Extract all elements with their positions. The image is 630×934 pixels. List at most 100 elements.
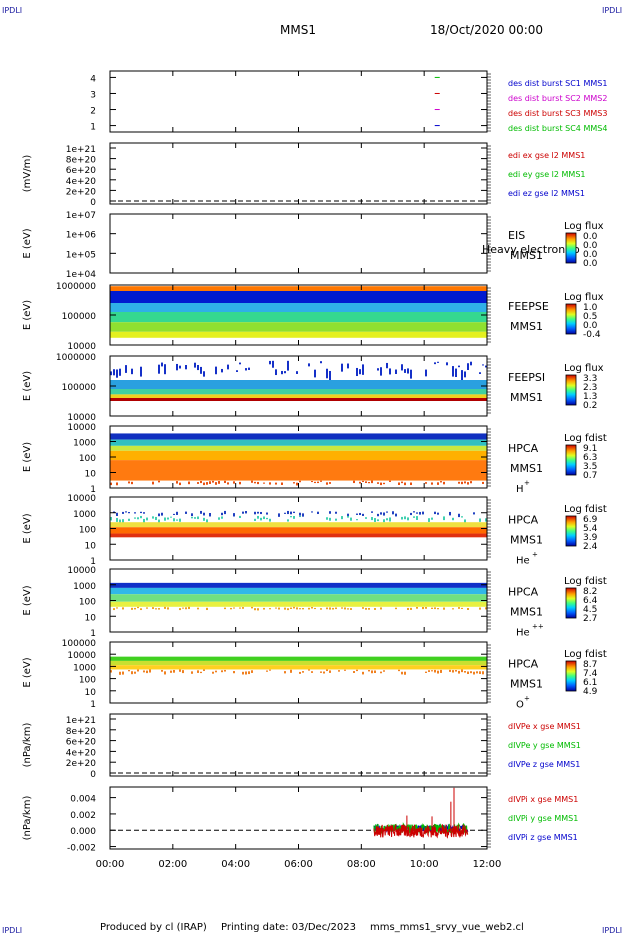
spectrogram-mark: [380, 671, 382, 674]
spectrogram-mark: [161, 362, 163, 367]
spectrogram-mark: [284, 371, 286, 374]
spectrogram-mark: [374, 670, 376, 673]
spectrogram-mark: [206, 519, 208, 523]
spectrogram-band: [110, 394, 487, 398]
spectrogram-mark: [395, 513, 397, 517]
spectrogram-mark: [359, 481, 361, 484]
spectrogram-mark: [248, 671, 250, 675]
y-tick-label: 1e+05: [66, 250, 96, 260]
spectrogram-mark: [434, 362, 436, 365]
spectrogram-mark: [467, 671, 469, 675]
y-tick-label: 10000: [67, 494, 96, 504]
x-tick-label: 00:00: [96, 859, 125, 870]
spectrogram-mark: [467, 482, 469, 485]
panel-hpca_hepp: 10000 1000 100 10 1 E (eV) HPCA MMS1 He++ Log fdi…: [22, 566, 607, 639]
spectrogram-mark: [272, 360, 274, 368]
species-charge: +: [532, 550, 538, 558]
x-tick-label: 12:00: [473, 859, 502, 870]
legend-entry: edi ex gse l2 MMS1: [508, 151, 585, 160]
spectrogram-mark: [485, 518, 487, 522]
colorbar-tick-label: -0.4: [583, 330, 601, 340]
spectrogram-mark: [317, 511, 319, 515]
spectrogram-mark: [152, 516, 154, 519]
spectrogram-mark: [287, 519, 289, 522]
spectrogram-mark: [275, 607, 277, 609]
spectrogram-mark: [140, 366, 142, 377]
spectrogram-mark: [371, 480, 373, 484]
y-tick-label: 1e+06: [66, 231, 97, 241]
spectrogram-mark: [251, 606, 253, 609]
panel-hpca_o: 100000 10000 1000 100 10 1 E (eV) HPCA MMS1 O+ Log…: [22, 639, 607, 711]
spectrogram-mark: [152, 481, 154, 485]
spectrogram-mark: [386, 518, 388, 521]
spectrogram-mark: [227, 482, 229, 485]
spectrogram-mark: [116, 369, 118, 378]
spectrogram-mark: [122, 519, 124, 524]
spectrogram-mark: [299, 671, 301, 674]
spectrogram-mark: [443, 607, 445, 610]
spectrogram-mark: [176, 519, 178, 521]
colorbar-tick-label: 6.3: [583, 453, 597, 463]
spectrogram-mark: [137, 517, 139, 520]
spectrogram-mark: [122, 511, 124, 514]
species-label: O: [516, 700, 524, 711]
colorbar: [565, 232, 577, 264]
colorbar-tick-label: 2.7: [583, 614, 597, 624]
spectrogram-mark: [437, 482, 439, 485]
y-tick-label: 100000: [62, 312, 97, 322]
colorbar: [565, 303, 577, 335]
spectrogram-mark: [113, 608, 115, 611]
spectrogram-mark: [134, 671, 136, 674]
corner-mark-top-right: IPDLI: [602, 6, 622, 15]
spectrogram-mark: [269, 518, 271, 522]
spectrogram-mark: [317, 481, 319, 484]
spectrogram-mark: [380, 367, 382, 376]
panel-frame: [109, 786, 488, 850]
spectrogram-mark: [164, 517, 166, 521]
colorbar: [565, 444, 577, 476]
spectrogram-mark: [221, 512, 223, 516]
spectrogram-mark: [215, 482, 217, 485]
spectrogram-mark: [119, 368, 121, 376]
spectrogram-mark: [437, 512, 439, 515]
spectrogram-mark: [362, 607, 364, 609]
spectrogram-mark: [329, 370, 331, 381]
spectrogram-band: [110, 303, 487, 312]
spectrogram-band: [110, 398, 487, 401]
legend-entry: edi ey gse l2 MMS1: [508, 170, 586, 179]
spectrogram-mark: [143, 518, 145, 523]
spectrogram-mark: [233, 513, 235, 517]
colorbar-title: Log flux: [564, 221, 604, 232]
spectrogram-mark: [146, 607, 148, 609]
legend-entry: edi ez gse l2 MMS1: [508, 189, 585, 198]
spectrogram-mark: [470, 481, 472, 484]
y-tick-label: 10: [85, 688, 97, 698]
y-tick-label: 0.002: [70, 811, 96, 821]
spectrogram-band: [110, 594, 487, 602]
spectrogram-mark: [218, 517, 220, 520]
species-charge: +: [524, 695, 530, 703]
spectrogram-mark: [119, 519, 121, 523]
panel-feepse: 1000000 100000 10000 E (eV) FEEPSE MMS1 Log fl…: [22, 282, 604, 352]
spectrogram-mark: [197, 607, 199, 610]
footer-script-name: mms_mms1_srvy_vue_web2.cl: [370, 922, 524, 933]
y-axis-label: E (eV): [22, 442, 33, 472]
colorbar-tick-label: 3.5: [583, 462, 597, 472]
panel-frame: [109, 142, 488, 205]
spectrogram-mark: [290, 511, 292, 515]
spectrogram-mark: [197, 670, 199, 673]
spectrogram-mark: [191, 516, 193, 519]
spectrogram-mark: [245, 368, 247, 371]
y-tick-label: 1: [90, 700, 96, 710]
spectrogram-mark: [413, 511, 415, 513]
spectrogram-mark: [164, 364, 166, 375]
panel-feepsi: 1000000 100000 10000 E (eV) FEEPSI MMS1 Log fl…: [22, 353, 604, 423]
spectrogram-mark: [125, 365, 127, 373]
spectrogram-mark: [191, 671, 193, 674]
y-tick-label: 2e+20: [66, 187, 97, 197]
spectrogram-mark: [386, 511, 388, 513]
spectrogram-mark: [116, 512, 118, 516]
spectrogram-mark: [452, 670, 454, 673]
spectrogram-mark: [254, 608, 256, 611]
spectrogram-mark: [149, 669, 151, 673]
